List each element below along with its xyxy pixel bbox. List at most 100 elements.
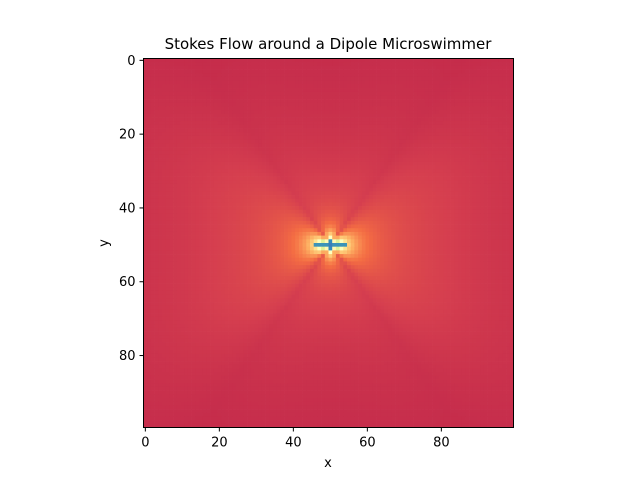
heatmap-cell: [224, 147, 229, 152]
heatmap-cell: [210, 202, 215, 207]
heatmap-cell: [261, 124, 266, 129]
heatmap-cell: [317, 195, 322, 200]
heatmap-cell: [354, 220, 359, 225]
heatmap-cell: [324, 191, 329, 196]
heatmap-cell: [221, 135, 226, 141]
heatmap-cell: [191, 65, 196, 70]
heatmap-cell: [498, 169, 503, 174]
heatmap-cell: [369, 88, 374, 93]
heatmap-cell: [232, 99, 237, 104]
heatmap-cell: [443, 135, 448, 141]
heatmap-cell: [365, 95, 370, 100]
heatmap-cell: [243, 128, 248, 133]
heatmap-cell: [506, 209, 511, 214]
heatmap-cell: [273, 73, 278, 78]
heatmap-cell: [347, 80, 352, 85]
heatmap-cell: [243, 165, 248, 170]
heatmap-cell: [306, 95, 311, 100]
heatmap-cell: [487, 80, 492, 85]
heatmap-cell: [376, 91, 381, 96]
heatmap-cell: [306, 195, 311, 200]
heatmap-cell: [476, 224, 481, 229]
heatmap-cell: [298, 88, 303, 93]
heatmap-cell: [495, 88, 500, 93]
heatmap-cell: [365, 220, 370, 225]
heatmap-cell: [261, 147, 266, 152]
heatmap-cell: [491, 161, 496, 166]
heatmap-cell: [347, 99, 352, 104]
heatmap-cell: [439, 224, 444, 229]
heatmap-cell: [236, 132, 241, 137]
heatmap-cell: [409, 88, 414, 93]
heatmap-cell: [184, 102, 189, 107]
heatmap-cell: [206, 195, 211, 200]
heatmap-cell: [176, 80, 181, 85]
heatmap-cell: [480, 183, 485, 188]
heatmap-cell: [176, 198, 181, 203]
heatmap-cell: [213, 154, 218, 159]
heatmap-cell: [343, 113, 348, 118]
heatmap-cell: [339, 213, 344, 218]
heatmap-cell: [483, 128, 488, 133]
heatmap-cell: [469, 165, 474, 170]
heatmap-cell: [435, 147, 440, 152]
heatmap-cell: [428, 195, 433, 200]
heatmap-cell: [487, 183, 492, 188]
heatmap-cell: [265, 124, 270, 129]
heatmap-cell: [417, 158, 422, 163]
heatmap-cell: [424, 158, 429, 163]
heatmap-cell: [469, 110, 474, 115]
heatmap-cell: [483, 150, 488, 155]
heatmap-cell: [454, 213, 459, 218]
heatmap-cell: [446, 202, 451, 207]
heatmap-cell: [162, 99, 167, 104]
heatmap-cell: [354, 121, 359, 126]
heatmap-cell: [391, 224, 396, 229]
heatmap-cell: [258, 143, 263, 148]
heatmap-cell: [154, 191, 159, 196]
heatmap-cell: [443, 88, 448, 93]
heatmap-cell: [169, 117, 174, 122]
heatmap-cell: [495, 139, 500, 144]
heatmap-cell: [502, 150, 507, 155]
heatmap-cell: [298, 65, 303, 70]
heatmap-cell: [502, 172, 507, 177]
heatmap-cell: [361, 209, 366, 214]
heatmap-cell: [269, 117, 274, 122]
heatmap-cell: [398, 132, 403, 137]
heatmap-cell: [395, 147, 400, 152]
heatmap-cell: [413, 158, 418, 163]
heatmap-cell: [236, 95, 241, 100]
heatmap-cell: [391, 106, 396, 111]
heatmap-cell: [269, 62, 274, 67]
heatmap-cell: [284, 202, 289, 207]
heatmap-cell: [502, 224, 507, 229]
heatmap-cell: [491, 206, 496, 211]
heatmap-cell: [417, 58, 422, 63]
heatmap-cell: [261, 110, 266, 115]
heatmap-cell: [261, 113, 266, 118]
heatmap-cell: [169, 69, 174, 74]
heatmap-cell: [398, 169, 403, 174]
heatmap-cell: [328, 132, 333, 137]
heatmap-cell: [450, 150, 455, 155]
heatmap-cell: [328, 110, 333, 115]
heatmap-cell: [421, 91, 426, 96]
heatmap-cell: [395, 165, 400, 170]
heatmap-cell: [287, 135, 292, 141]
heatmap-cell: [480, 150, 485, 155]
heatmap-cell: [372, 95, 377, 100]
heatmap-cell: [317, 132, 322, 137]
heatmap-cell: [502, 180, 507, 185]
heatmap-cell: [280, 62, 285, 67]
heatmap-cell: [191, 213, 196, 218]
heatmap-cell: [239, 224, 244, 229]
heatmap-cell: [250, 217, 255, 222]
heatmap-cell: [206, 113, 211, 118]
heatmap-cell: [443, 110, 448, 115]
heatmap-cell: [313, 191, 318, 196]
heatmap-cell: [258, 213, 263, 218]
heatmap-cell: [428, 150, 433, 155]
heatmap-cell: [428, 228, 433, 233]
heatmap-cell: [317, 147, 322, 152]
